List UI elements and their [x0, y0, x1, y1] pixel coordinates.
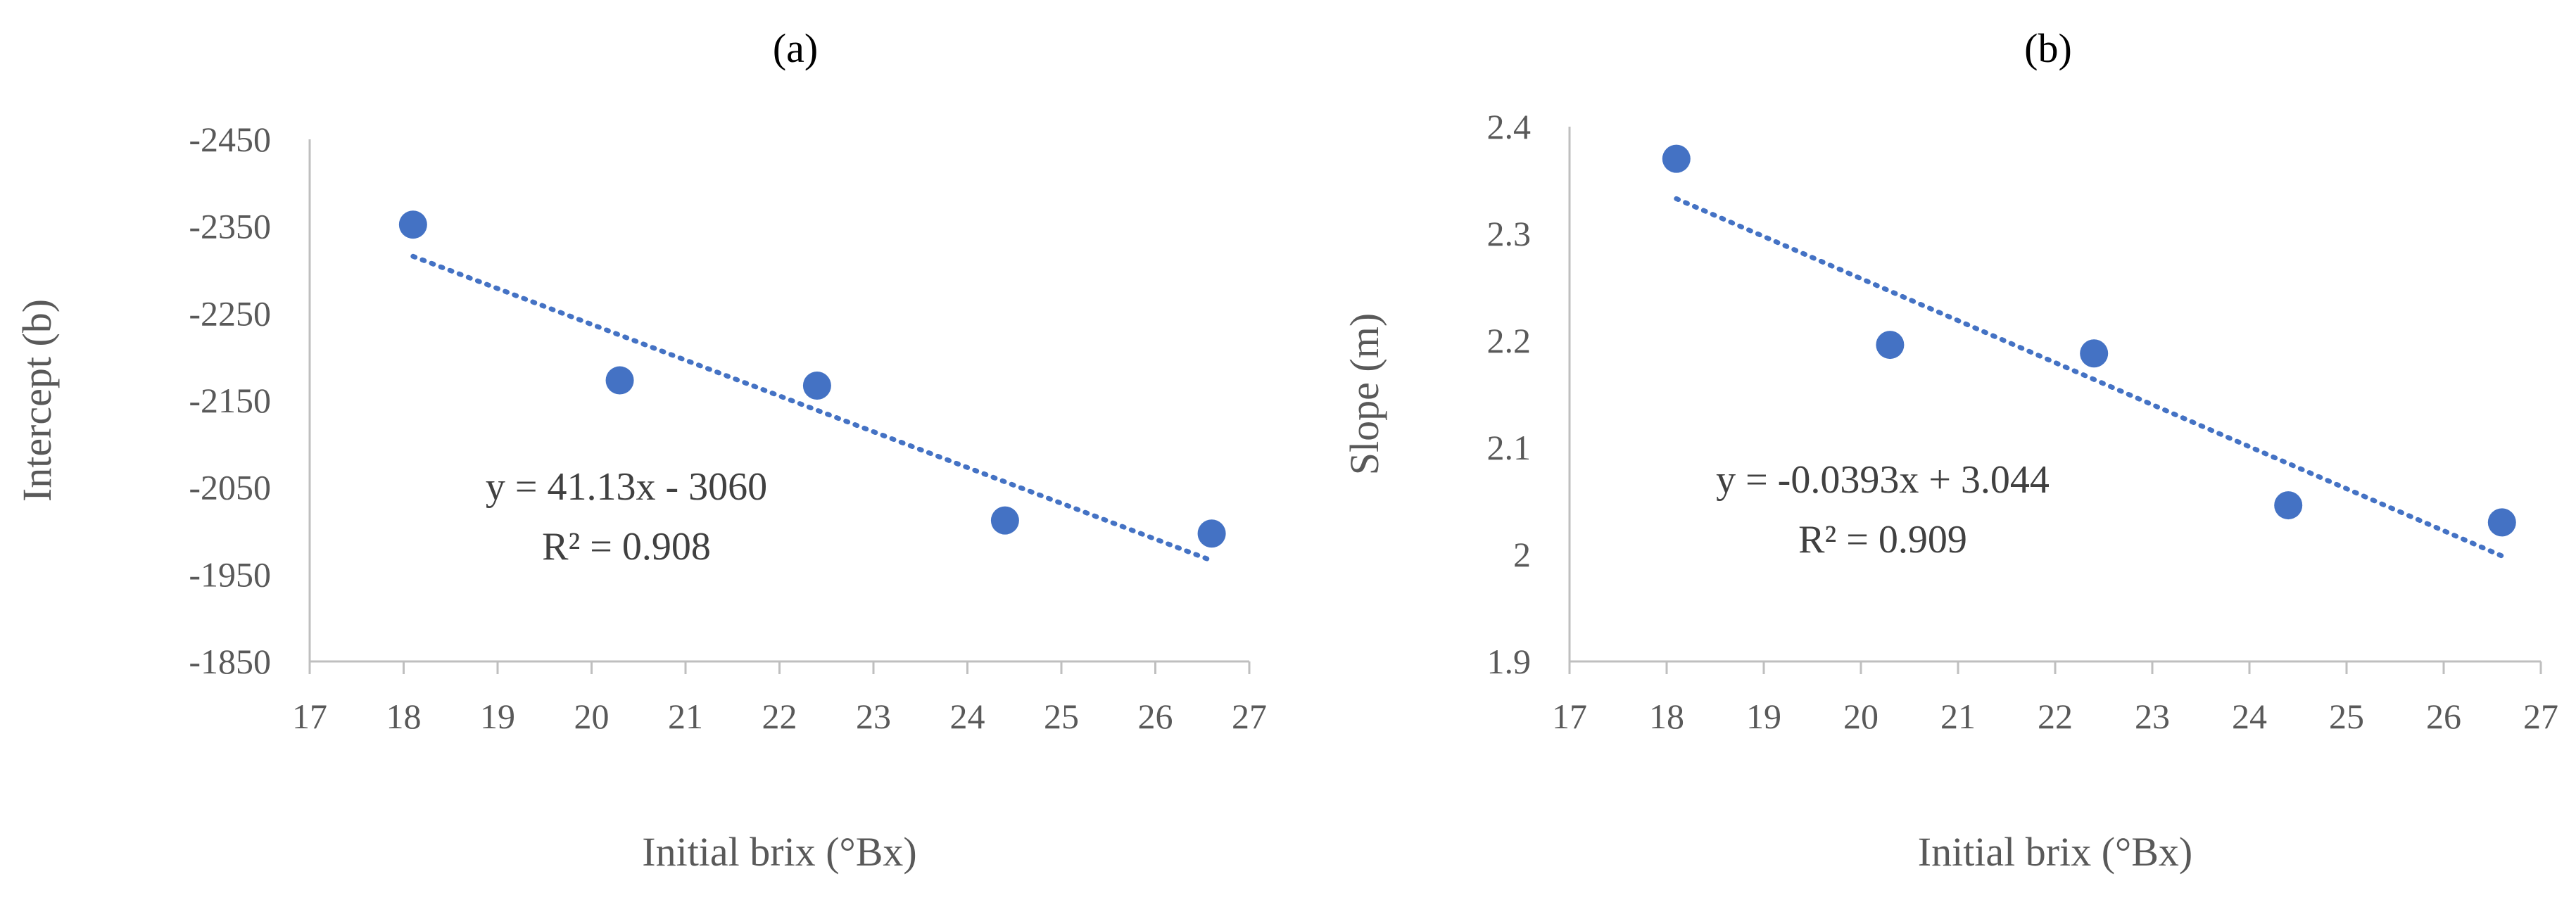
panel-a-data-point	[802, 371, 831, 400]
panel-b-y-tick-label: 1.9	[1487, 642, 1532, 681]
panel-a-y-tick-label: -2350	[189, 207, 271, 246]
panel-b-x-axis-label: Initial brix (°Bx)	[1918, 829, 2192, 875]
panel-a-y-tick-label: -1850	[189, 642, 271, 681]
panel-a-x-tick-label: 19	[480, 697, 515, 736]
panel-a-y-axis-label: Intercept (b)	[14, 299, 60, 502]
panel-b-x-tick-label: 25	[2329, 697, 2364, 736]
panel-b-y-axis-label: Slope (m)	[1341, 313, 1387, 475]
panel-a-data-point	[398, 210, 427, 239]
panel-a-title: (a)	[773, 25, 818, 71]
panel-b-data-point	[1876, 331, 1905, 360]
panel-a-equation: y = 41.13x - 3060	[486, 465, 767, 509]
panel-a-x-tick-label: 21	[668, 697, 703, 736]
panel-a-y-tick-label: -1950	[189, 554, 271, 594]
panel-a-trendline	[410, 253, 1215, 564]
panel-a-y-tick-label: -2450	[189, 120, 271, 159]
panel-b-data-point	[2274, 491, 2303, 520]
panel-a-y-tick-label: -2250	[189, 293, 271, 333]
panel-b-y-tick-label: 2.4	[1487, 107, 1532, 146]
panel-a-x-tick-label: 27	[1232, 697, 1267, 736]
panel-b-data-point	[1662, 144, 1691, 173]
panel-b-x-tick-label: 19	[1746, 697, 1781, 736]
panel-b-x-tick-label: 18	[1649, 697, 1684, 736]
panel-b-x-tick-label: 26	[2426, 697, 2461, 736]
panel-b-title: (b)	[2024, 25, 2072, 71]
panel-a-x-tick-label: 23	[856, 697, 891, 736]
panel-b-y-tick-label: 2.1	[1487, 428, 1532, 467]
panel-a-r-squared: R² = 0.908	[542, 525, 711, 569]
panel-b-y-tick-label: 2	[1513, 535, 1531, 574]
panel-b-x-tick-label: 22	[2038, 697, 2073, 736]
panel-a-data-point	[605, 366, 634, 395]
panel-b-data-point	[2487, 508, 2516, 537]
panel-b-trendline	[1674, 196, 2505, 559]
panel-a-data-point	[990, 506, 1019, 535]
panel-b-x-tick-label: 24	[2232, 697, 2267, 736]
panel-b-x-tick-label: 17	[1552, 697, 1587, 736]
panel-a-x-tick-label: 22	[762, 697, 797, 736]
panel-a-x-tick-label: 26	[1138, 697, 1173, 736]
panel-a-x-axis-label: Initial brix (°Bx)	[642, 829, 916, 875]
panel-b-x-tick-label: 23	[2135, 697, 2170, 736]
panel-a-x-tick-label: 25	[1044, 697, 1079, 736]
panel-b-y-tick-label: 2.2	[1487, 321, 1532, 360]
panel-a-y-tick-label: -2150	[189, 381, 271, 420]
panel-b-y-tick-label: 2.3	[1487, 214, 1532, 253]
panel-b-r-squared: R² = 0.909	[1798, 518, 1967, 562]
panel-b-x-tick-label: 20	[1843, 697, 1879, 736]
panel-b-x-tick-label: 27	[2523, 697, 2558, 736]
panel-b-x-tick-label: 21	[1940, 697, 1976, 736]
panel-a-x-tick-label: 17	[292, 697, 327, 736]
panel-a-data-point	[1197, 519, 1226, 548]
panel-a-x-tick-label: 20	[574, 697, 610, 736]
panel-b-data-point	[2080, 339, 2109, 368]
panel-a-y-tick-label: -2050	[189, 468, 271, 507]
panel-b-equation: y = -0.0393x + 3.044	[1716, 458, 2050, 502]
panel-a-x-tick-label: 18	[386, 697, 422, 736]
panel-a-x-tick-label: 24	[950, 697, 985, 736]
